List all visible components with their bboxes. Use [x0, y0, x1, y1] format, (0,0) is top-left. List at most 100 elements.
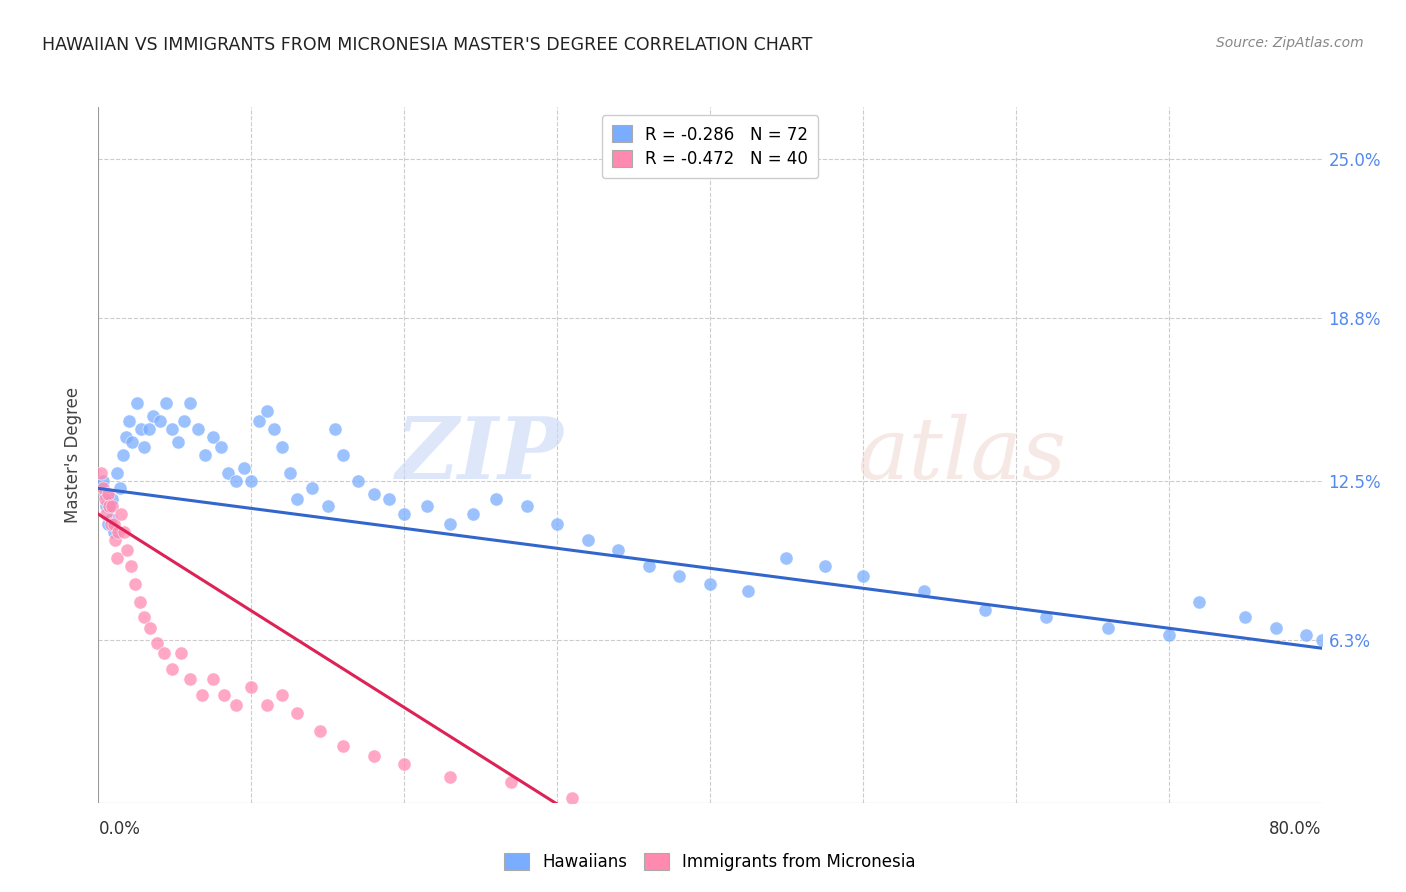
Point [134, 610, 156, 624]
Point [142, 409, 165, 424]
Point [138, 422, 160, 436]
Point [225, 698, 247, 712]
Point [270, 440, 292, 454]
Point [94, 507, 117, 521]
Point [125, 396, 148, 410]
Point [111, 448, 134, 462]
Legend: Hawaiians, Immigrants from Micronesia: Hawaiians, Immigrants from Micronesia [498, 847, 922, 878]
Point [167, 435, 190, 450]
Point [100, 512, 122, 526]
Point [974, 602, 997, 616]
Point [309, 723, 332, 738]
Point [179, 396, 201, 410]
Point [101, 500, 124, 514]
Point [149, 414, 172, 428]
Point [501, 775, 523, 789]
Point [270, 688, 292, 702]
Point [814, 558, 837, 573]
Point [378, 491, 401, 506]
Point [247, 414, 270, 428]
Point [775, 551, 797, 566]
Point [332, 739, 354, 753]
Point [121, 435, 143, 450]
Point [134, 440, 156, 454]
Point [93, 491, 115, 506]
Point [332, 448, 354, 462]
Point [160, 662, 183, 676]
Point [546, 517, 568, 532]
Point [607, 543, 630, 558]
Point [93, 486, 115, 500]
Point [668, 569, 690, 583]
Point [105, 466, 128, 480]
Point [103, 517, 125, 532]
Point [97, 486, 120, 500]
Point [416, 500, 439, 514]
Point [1295, 628, 1317, 642]
Point [363, 749, 385, 764]
Point [173, 414, 195, 428]
Text: HAWAIIAN VS IMMIGRANTS FROM MICRONESIA MASTER'S DEGREE CORRELATION CHART: HAWAIIAN VS IMMIGRANTS FROM MICRONESIA M… [42, 36, 813, 54]
Point [392, 757, 416, 772]
Point [103, 525, 125, 540]
Point [124, 576, 146, 591]
Point [240, 680, 263, 694]
Point [852, 569, 875, 583]
Point [1264, 621, 1286, 635]
Point [240, 474, 263, 488]
Text: ZIP: ZIP [395, 413, 564, 497]
Point [155, 396, 177, 410]
Text: 80.0%: 80.0% [1270, 821, 1322, 838]
Point [94, 500, 117, 514]
Point [98, 500, 121, 514]
Point [1035, 610, 1057, 624]
Point [576, 533, 599, 547]
Point [1097, 621, 1119, 635]
Point [439, 517, 461, 532]
Point [105, 551, 128, 566]
Text: Source: ZipAtlas.com: Source: ZipAtlas.com [1216, 36, 1364, 50]
Point [179, 672, 201, 686]
Point [107, 525, 129, 540]
Point [91, 474, 114, 488]
Point [461, 507, 484, 521]
Point [301, 482, 323, 496]
Point [256, 698, 278, 712]
Point [108, 482, 131, 496]
Point [100, 517, 122, 532]
Point [139, 621, 162, 635]
Point [110, 507, 132, 521]
Point [117, 543, 139, 558]
Point [1188, 595, 1211, 609]
Point [209, 440, 232, 454]
Point [91, 482, 114, 496]
Point [347, 474, 370, 488]
Point [316, 500, 339, 514]
Point [485, 491, 508, 506]
Text: atlas: atlas [856, 414, 1066, 496]
Point [278, 466, 301, 480]
Point [101, 491, 124, 506]
Point [153, 646, 176, 660]
Point [104, 533, 127, 547]
Text: 0.0%: 0.0% [98, 821, 141, 838]
Point [112, 525, 135, 540]
Point [263, 422, 285, 436]
Point [1157, 628, 1180, 642]
Point [561, 790, 583, 805]
Point [392, 507, 416, 521]
Point [115, 430, 138, 444]
Point [637, 558, 661, 573]
Point [285, 706, 308, 720]
Point [98, 500, 121, 514]
Point [170, 646, 193, 660]
Point [699, 576, 721, 591]
Point [439, 770, 461, 784]
Point [363, 486, 385, 500]
Y-axis label: Master's Degree: Master's Degree [65, 387, 83, 523]
Point [187, 422, 209, 436]
Point [285, 491, 308, 506]
Point [145, 636, 167, 650]
Point [128, 595, 150, 609]
Point [129, 422, 152, 436]
